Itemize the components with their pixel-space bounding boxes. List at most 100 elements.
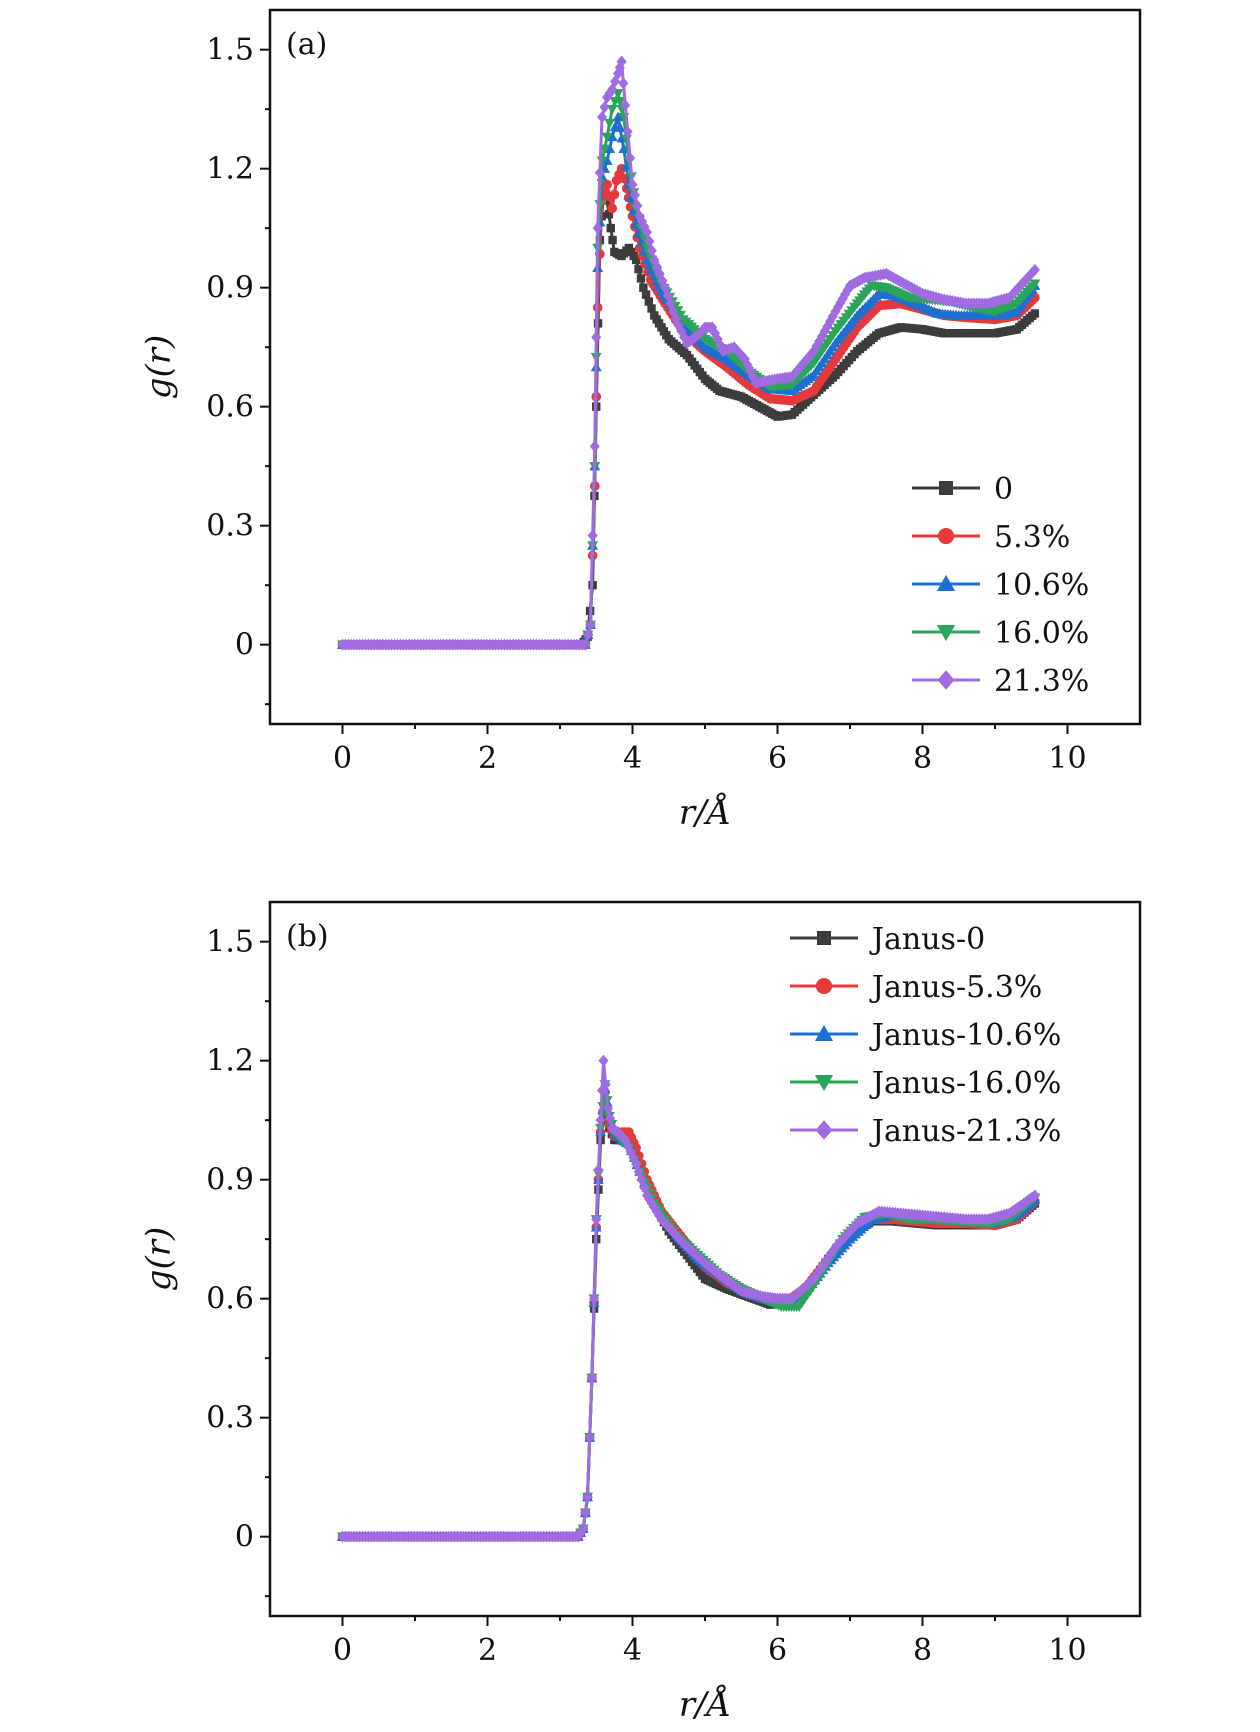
data-point <box>844 1226 855 1239</box>
data-point <box>651 260 663 273</box>
data-point <box>676 325 687 338</box>
data-point <box>602 1102 613 1115</box>
data-point <box>734 347 745 359</box>
legend-item: 5.3% <box>912 520 1070 555</box>
legend-marker <box>815 1120 833 1140</box>
data-point <box>628 1151 639 1164</box>
data-point <box>627 178 638 191</box>
x-tick-label: 10 <box>1048 1633 1086 1668</box>
series-line <box>342 1090 1036 1539</box>
series-line <box>342 167 1036 647</box>
data-point <box>715 339 726 352</box>
data-point <box>582 1491 593 1503</box>
data-point <box>597 1084 608 1097</box>
series-line <box>342 1083 1036 1539</box>
data-point <box>1029 279 1041 290</box>
y-tick-label: 0.6 <box>206 1282 254 1317</box>
legend-marker <box>936 574 956 591</box>
data-point <box>805 348 817 361</box>
series-21-3- <box>337 55 1040 651</box>
legend-marker <box>936 625 956 642</box>
data-point <box>814 1265 825 1277</box>
data-point <box>585 618 596 631</box>
data-point <box>646 244 657 257</box>
data-point <box>737 350 748 362</box>
data-point <box>825 315 836 328</box>
data-point <box>609 189 620 200</box>
legend-label: Janus-5.3% <box>869 970 1042 1005</box>
x-tick-label: 4 <box>623 1633 642 1668</box>
legend-marker <box>815 977 833 995</box>
data-point <box>849 1220 860 1233</box>
data-point <box>647 304 656 313</box>
data-point <box>670 313 682 326</box>
legend-label: Janus-10.6% <box>869 1018 1061 1053</box>
data-point <box>587 529 598 542</box>
data-point <box>604 143 616 154</box>
data-point <box>707 321 718 334</box>
data-point <box>795 361 806 374</box>
data-point <box>803 351 814 364</box>
data-point <box>739 353 750 365</box>
data-point <box>639 283 648 292</box>
data-point <box>601 155 613 165</box>
y-tick-label: 0.6 <box>206 390 254 425</box>
series-10-6- <box>337 111 1041 649</box>
data-point <box>593 1163 604 1176</box>
data-point <box>631 255 641 265</box>
data-point <box>661 1219 672 1232</box>
legend-item: Janus-16.0% <box>790 1066 1061 1101</box>
legend-item: Janus-0 <box>790 922 985 957</box>
y-tick-label: 0 <box>235 628 254 663</box>
x-tick-label: 2 <box>478 741 497 776</box>
legend-marker <box>937 670 955 690</box>
data-point <box>830 1241 841 1253</box>
data-point <box>604 1112 616 1125</box>
legend-item: Janus-10.6% <box>790 1018 1061 1053</box>
legend-label: 0 <box>994 472 1013 507</box>
legend-label: 5.3% <box>994 520 1070 555</box>
data-point <box>667 1225 678 1238</box>
data-point <box>599 101 610 114</box>
data-point <box>668 305 679 318</box>
data-point <box>598 1054 609 1067</box>
data-point <box>641 290 651 299</box>
series-5-3- <box>337 163 1040 650</box>
data-point <box>601 132 613 143</box>
data-point <box>1004 291 1015 304</box>
data-point <box>1029 1189 1040 1202</box>
data-point <box>827 310 838 323</box>
data-point <box>602 179 612 190</box>
data-point <box>837 292 848 305</box>
data-point <box>800 354 811 367</box>
series-line <box>342 191 1036 647</box>
legend-item: 21.3% <box>912 664 1089 699</box>
data-point <box>808 345 819 358</box>
data-point <box>592 222 603 235</box>
data-point <box>636 274 646 283</box>
data-point <box>709 327 721 340</box>
data-point <box>606 223 615 233</box>
legend-label: 10.6% <box>994 568 1089 603</box>
data-point <box>657 274 668 287</box>
legend-item: 16.0% <box>912 616 1089 651</box>
data-point <box>673 319 684 332</box>
series-line <box>342 115 1037 647</box>
data-point <box>797 358 808 370</box>
legend-label: Janus-21.3% <box>869 1114 1061 1149</box>
data-point <box>580 1506 591 1519</box>
data-point <box>629 189 640 201</box>
data-point <box>586 1372 597 1384</box>
data-point <box>591 1213 602 1226</box>
chart-panel-a: 0 2 4 6 8 10 0 0.3 0.6 0.9 1.2 1.5 r/Å g(r) (a) 0 5.3% 10… <box>139 8 1142 833</box>
x-tick-label: 6 <box>768 741 787 776</box>
data-point <box>589 440 600 453</box>
data-point <box>742 359 753 371</box>
series-janus-21-3- <box>337 1054 1040 1543</box>
data-point <box>602 91 613 104</box>
series-janus-10-6- <box>337 1082 1041 1541</box>
data-point <box>589 1292 600 1305</box>
series-group <box>337 55 1041 651</box>
data-point <box>644 235 655 248</box>
x-tick-label: 4 <box>623 741 642 776</box>
